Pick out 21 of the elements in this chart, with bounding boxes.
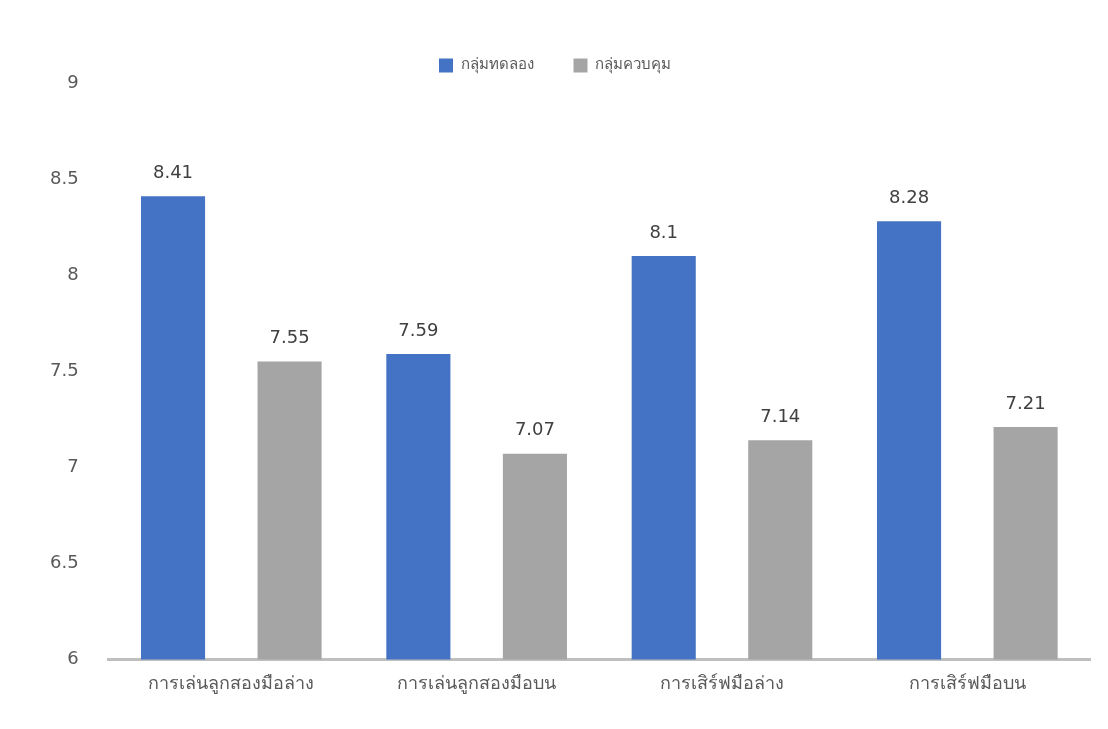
x-tick-label: การเล่นลูกสองมือบน [397, 671, 557, 694]
data-label: 7.07 [514, 418, 555, 440]
legend-label: กลุ่มควบคุม [595, 55, 671, 75]
legend-label: กลุ่มทดลอง [460, 55, 534, 75]
y-tick-label: 6.5 [49, 551, 79, 573]
y-tick-label: 8 [67, 262, 79, 284]
data-label: 8.1 [649, 220, 679, 242]
y-tick-label: 7.5 [49, 358, 79, 380]
y-tick-label: 8.5 [49, 166, 79, 188]
data-label: 7.21 [1005, 391, 1046, 413]
data-label: 7.14 [760, 405, 801, 427]
data-label: 7.59 [398, 318, 439, 340]
y-tick-label: 6 [67, 647, 79, 669]
x-tick-label: การเล่นลูกสองมือล่าง [148, 671, 315, 694]
y-tick-label: 7 [67, 454, 79, 476]
x-tick-label: การเสิร์ฟมือบน [908, 671, 1026, 693]
data-label: 8.41 [152, 161, 194, 183]
y-tick-label: 9 [67, 70, 79, 92]
data-label: 7.55 [269, 326, 310, 348]
x-tick-label: การเสิร์ฟมือล่าง [659, 671, 784, 693]
data-label: 8.28 [889, 186, 930, 208]
